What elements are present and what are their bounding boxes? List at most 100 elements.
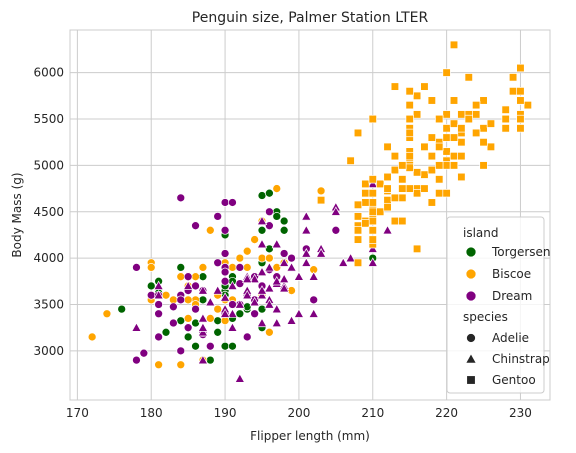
data-point-gentoo-biscoe [405, 151, 414, 161]
data-point-chinstrap-dream [367, 257, 378, 267]
data-point-adelie-torgersen [205, 355, 215, 365]
data-point-gentoo-biscoe [479, 161, 488, 170]
data-point-gentoo-biscoe [420, 170, 429, 179]
data-point-gentoo-biscoe [435, 161, 444, 170]
data-point-gentoo-biscoe [457, 151, 466, 161]
data-point-adelie-biscoe [213, 304, 223, 314]
data-point-adelie-biscoe [265, 253, 274, 263]
data-point-gentoo-biscoe [442, 189, 451, 198]
data-point-gentoo-biscoe [412, 168, 422, 177]
data-point-adelie-torgersen [220, 341, 230, 351]
data-point-gentoo-biscoe [383, 142, 392, 151]
data-point-gentoo-biscoe [427, 151, 436, 161]
data-point-chinstrap-dream [271, 317, 282, 328]
data-point-gentoo-biscoe [457, 110, 466, 119]
data-point-chinstrap-dream [212, 285, 223, 295]
data-point-chinstrap-dream [308, 271, 319, 281]
data-point-adelie-dream [176, 295, 186, 305]
data-point-gentoo-biscoe [361, 198, 370, 207]
x-tick-label: 220 [435, 406, 458, 420]
data-point-adelie-dream [183, 323, 193, 333]
legend-marker-torgersen [465, 246, 477, 258]
data-point-chinstrap-dream [286, 262, 297, 272]
data-point-gentoo-biscoe [376, 207, 385, 216]
data-point-adelie-dream [228, 198, 237, 207]
data-point-adelie-torgersen [191, 318, 200, 328]
data-point-chinstrap-dream [256, 285, 268, 295]
data-point-adelie-biscoe [161, 290, 171, 300]
data-point-gentoo-biscoe [486, 119, 496, 128]
data-point-gentoo-biscoe [390, 151, 400, 161]
data-point-gentoo-biscoe [353, 128, 363, 138]
data-point-adelie-dream [235, 279, 245, 288]
data-point-gentoo-biscoe [368, 226, 377, 235]
data-point-chinstrap-dream [293, 271, 305, 281]
data-point-gentoo-biscoe [368, 198, 377, 207]
legend-species-title: species [463, 310, 508, 324]
data-point-gentoo-biscoe [442, 68, 451, 77]
data-point-gentoo-biscoe [442, 147, 451, 156]
data-point-gentoo-biscoe [442, 133, 451, 142]
data-point-adelie-dream [220, 198, 230, 207]
data-point-gentoo-biscoe [420, 82, 429, 91]
legend-marker-biscoe [465, 268, 477, 280]
data-point-gentoo-biscoe [420, 142, 429, 151]
data-point-adelie-biscoe [265, 327, 274, 337]
data-point-gentoo-biscoe [383, 172, 392, 182]
data-point-chinstrap-dream [256, 266, 268, 277]
data-point-chinstrap-dream [242, 273, 253, 284]
data-point-chinstrap-dream [315, 248, 327, 258]
data-point-adelie-biscoe [242, 246, 252, 256]
data-point-adelie-torgersen [242, 302, 252, 312]
data-point-gentoo-biscoe [353, 200, 363, 209]
data-point-adelie-torgersen [228, 341, 237, 351]
data-point-chinstrap-dream [301, 248, 312, 258]
data-point-adelie-torgersen [161, 327, 171, 337]
data-point-adelie-torgersen [257, 191, 267, 200]
data-point-chinstrap-dream [197, 285, 209, 295]
data-point-gentoo-biscoe [353, 212, 363, 221]
data-point-chinstrap-dream [153, 289, 164, 300]
data-point-chinstrap-dream [301, 211, 312, 221]
data-point-adelie-biscoe [102, 309, 112, 319]
data-point-adelie-dream [154, 309, 163, 319]
data-point-adelie-dream [154, 332, 163, 342]
data-point-gentoo-biscoe [390, 193, 400, 202]
data-point-gentoo-biscoe [405, 114, 414, 124]
data-point-gentoo-biscoe [427, 165, 436, 175]
data-point-gentoo-biscoe [420, 184, 429, 193]
data-point-adelie-dream [287, 253, 296, 263]
data-point-gentoo-biscoe [353, 226, 363, 235]
x-tick-labels: 170 180 190 200 210 220 230 [66, 406, 532, 420]
data-point-adelie-torgersen [272, 212, 282, 221]
data-point-chinstrap-dream [197, 313, 209, 323]
legend-marker-gentoo [466, 375, 476, 385]
data-point-gentoo-biscoe [457, 138, 466, 147]
data-point-chinstrap-dream [234, 373, 246, 383]
data-point-gentoo-biscoe [346, 156, 355, 165]
data-point-gentoo-biscoe [508, 87, 518, 96]
data-point-adelie-biscoe [316, 186, 326, 196]
data-point-gentoo-biscoe [398, 216, 407, 226]
data-point-gentoo-biscoe [435, 175, 444, 184]
y-tick-label: 5000 [33, 158, 64, 172]
legend-marker-dream [465, 290, 477, 302]
data-point-adelie-dream [132, 355, 141, 365]
data-point-chinstrap-dream [278, 257, 290, 267]
data-point-adelie-torgersen [183, 332, 193, 342]
data-point-gentoo-biscoe [442, 161, 451, 170]
data-point-gentoo-biscoe [479, 124, 488, 133]
data-point-adelie-biscoe [287, 286, 296, 295]
data-point-gentoo-biscoe [501, 105, 510, 114]
data-point-chinstrap-dream [278, 273, 290, 284]
data-point-chinstrap-dream [264, 262, 275, 272]
data-point-gentoo-biscoe [405, 128, 414, 138]
data-point-adelie-dream [205, 341, 215, 351]
legend-label-gentoo: Gentoo [492, 373, 536, 387]
y-tick-label: 4000 [33, 251, 64, 265]
data-point-gentoo-biscoe [486, 142, 496, 151]
y-tick-label: 6000 [33, 66, 64, 80]
data-point-gentoo-biscoe [435, 142, 444, 151]
data-point-adelie-dream [139, 348, 149, 358]
data-point-gentoo-biscoe [405, 184, 414, 193]
